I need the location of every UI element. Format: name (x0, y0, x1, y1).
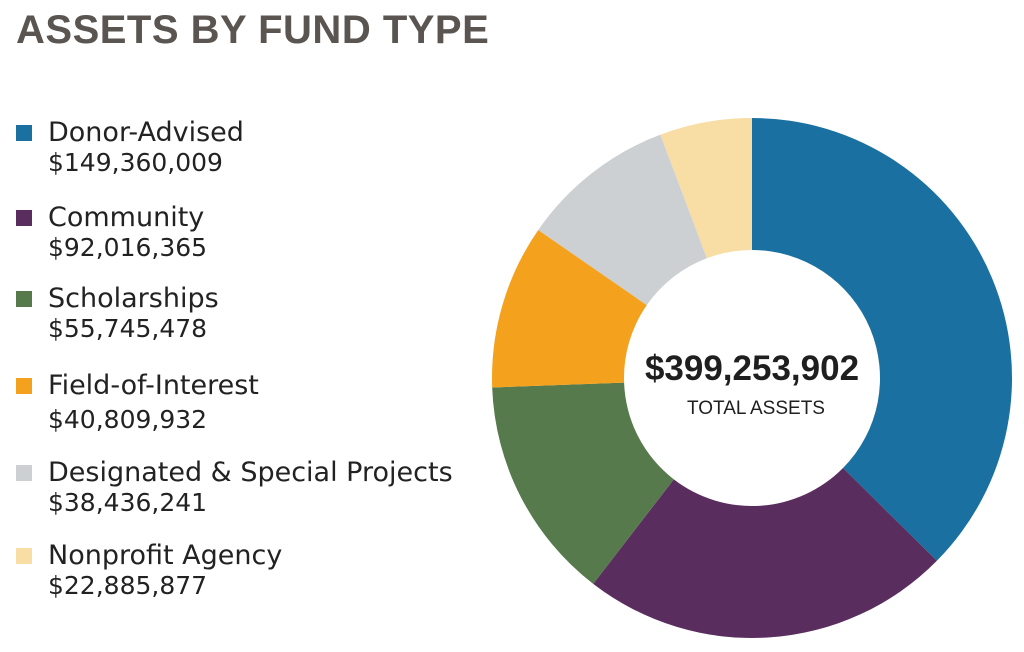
center-label: TOTAL ASSETS (687, 398, 825, 419)
legend-swatch (16, 125, 32, 141)
legend-value: $92,016,365 (48, 233, 208, 262)
legend-label: Scholarships (48, 283, 219, 314)
legend-label: Nonprofit Agency (48, 540, 283, 571)
donut-slice-scholarships (492, 382, 674, 584)
legend-label: Designated & Special Projects (48, 457, 453, 488)
donut-chart: $399,253,902 TOTAL ASSETS (492, 118, 1012, 638)
legend-value: $55,745,478 (48, 314, 208, 343)
legend-value: $149,360,009 (48, 148, 223, 177)
legend-swatch (16, 291, 32, 307)
legend-value: $40,809,932 (48, 405, 208, 434)
legend-swatch (16, 210, 32, 226)
donut-slice-nonprofit-agency (660, 118, 752, 259)
legend-swatch (16, 465, 32, 481)
donut-slice-donor-advised (752, 118, 1012, 561)
legend-value: $22,885,877 (48, 571, 208, 600)
legend-swatch (16, 548, 32, 564)
donut-slice-community (593, 467, 937, 638)
donut-slice-field-of-interest (492, 229, 647, 388)
donut-slice-designated-special-projects (538, 134, 707, 306)
legend-value: $38,436,241 (48, 488, 208, 517)
legend-label: Community (48, 202, 205, 233)
chart-title: ASSETS BY FUND TYPE (16, 8, 490, 52)
donut-slices (492, 118, 1012, 638)
legend-swatch (16, 378, 32, 394)
legend-label: Donor-Advised (48, 117, 244, 148)
legend-label: Field-of-Interest (48, 370, 259, 401)
center-total: $399,253,902 (645, 349, 859, 388)
